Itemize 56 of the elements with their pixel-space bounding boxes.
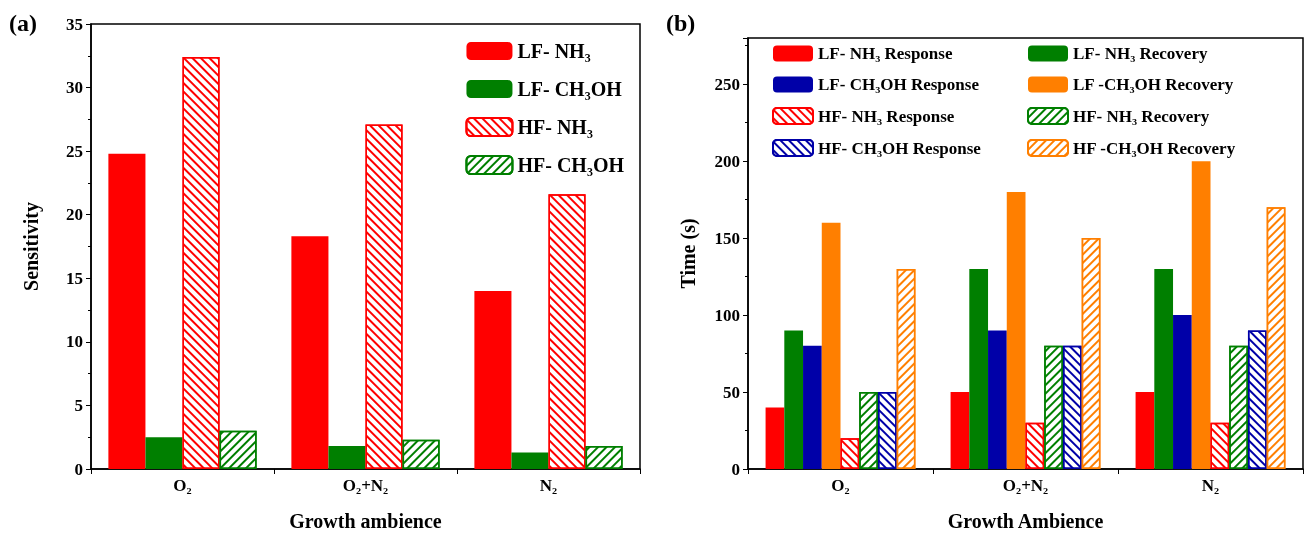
x-tick-label: O₂ (173, 476, 192, 495)
y-tick-label: 30 (66, 78, 83, 98)
bar (291, 236, 329, 469)
bar (1135, 392, 1155, 469)
y-tick-label: 25 (66, 141, 83, 161)
bar (511, 452, 549, 469)
bar (784, 330, 804, 469)
x-axis-title: Growth Ambience (947, 510, 1104, 532)
legend-label: HF- NH₃ Response (818, 106, 955, 126)
bar (765, 407, 785, 469)
legend-label: LF- CH₃OH (517, 78, 623, 100)
bar (1006, 191, 1026, 469)
y-tick-label: 5 (74, 395, 83, 415)
chart-title: (b) (666, 10, 696, 36)
y-axis-title: Time (s) (677, 218, 700, 289)
legend-label: HF- CH₃OH Response (818, 138, 982, 158)
legend-label: LF -CH₃OH Recovery (1073, 75, 1234, 94)
legend-label: HF -CH₃OH Recovery (1073, 138, 1236, 158)
bar (108, 153, 146, 469)
bar (950, 392, 970, 469)
legend-label: LF- CH₃OH Response (818, 75, 980, 94)
x-tick-label: N₂ (539, 476, 558, 495)
y-tick-label: 0 (74, 459, 83, 479)
bar (328, 446, 366, 469)
y-tick-label: 200 (714, 151, 740, 171)
x-axis-title: Growth ambience (289, 510, 442, 532)
y-tick-label: 10 (66, 332, 83, 352)
chart-title: (a) (9, 10, 37, 36)
bar (474, 291, 512, 469)
bar (145, 437, 183, 469)
x-tick-label: O₂+N₂ (342, 476, 389, 495)
y-tick-label: 15 (66, 268, 83, 288)
bar (1154, 268, 1174, 469)
y-tick-label: 100 (714, 305, 740, 325)
bar (988, 330, 1007, 469)
y-tick-label: 0 (731, 459, 740, 479)
legend-label: HF- NH₃ (517, 116, 593, 138)
y-tick-label: 50 (723, 382, 740, 402)
legend-label: LF- NH₃ Response (818, 44, 953, 63)
y-tick-label: 150 (714, 228, 740, 248)
y-tick-label: 250 (714, 74, 740, 94)
bar (803, 345, 822, 469)
x-tick-label: O₂+N₂ (1002, 476, 1049, 495)
y-tick-label: 35 (66, 14, 83, 34)
x-tick-label: O₂ (831, 476, 850, 495)
x-tick-label: N₂ (1201, 476, 1220, 495)
bar (821, 222, 841, 469)
bar (969, 268, 989, 469)
legend-label: HF- CH₃OH (517, 154, 625, 176)
y-tick-label: 20 (66, 205, 83, 225)
legend-label: HF- NH₃ Recovery (1073, 106, 1210, 126)
y-axis-title: Sensitivity (20, 202, 43, 291)
bar (1191, 161, 1211, 469)
legend-label: LF- NH₃ (517, 40, 591, 62)
bar (1173, 315, 1192, 469)
legend-label: LF- NH₃ Recovery (1073, 44, 1208, 63)
